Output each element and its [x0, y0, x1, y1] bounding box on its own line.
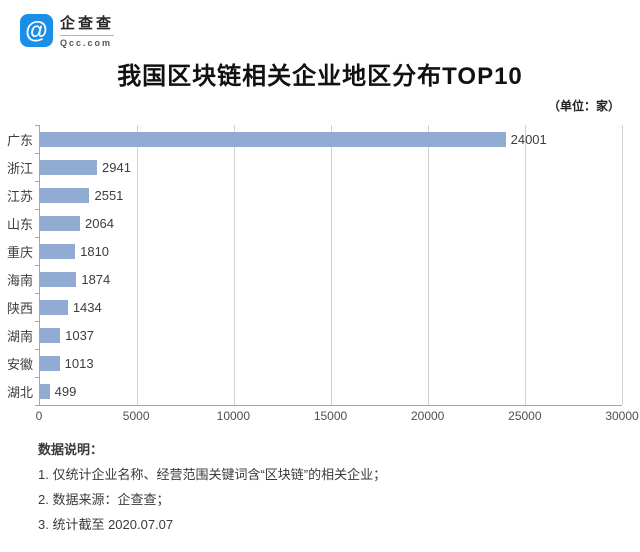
bar-row: 1874: [40, 265, 622, 293]
bar: [40, 159, 98, 175]
bar-row: 2551: [40, 181, 622, 209]
x-axis-tick-label: 20000: [410, 409, 445, 423]
bar-value-label: 2551: [94, 187, 124, 203]
y-axis-tick: [35, 265, 40, 266]
bar-row: 2064: [40, 209, 622, 237]
chart-title: 我国区块链相关企业地区分布TOP10: [117, 63, 523, 90]
bar: [40, 187, 90, 203]
bar-value-label: 1013: [64, 355, 94, 371]
bar-value-label: 24001: [510, 131, 547, 147]
y-axis-tick: [35, 293, 40, 294]
bar-value-label: 1810: [80, 243, 110, 259]
logo-text: 企查查 Qcc.com: [60, 12, 115, 48]
bar: [40, 271, 77, 287]
footer-note-2: 2. 数据来源：企查查；: [38, 492, 170, 507]
bar: [40, 215, 81, 231]
category-label: 山东: [6, 216, 33, 232]
gridline: [525, 125, 526, 405]
x-axis-tick-label: 5000: [122, 409, 150, 423]
category-label: 湖北: [6, 384, 33, 400]
plot-area: 24001 2941 2551 2064 1810 1874 1434 1037 1013 499: [35, 125, 623, 406]
logo-domain: Qcc.com: [60, 38, 113, 48]
bar: [40, 299, 68, 315]
gridline: [428, 125, 429, 405]
bar-value-label: 1037: [65, 327, 95, 343]
y-axis-tick: [35, 349, 40, 350]
category-label: 广东: [6, 132, 33, 148]
category-label: 湖南: [6, 328, 33, 344]
bar-value-label: 1434: [72, 299, 102, 315]
bar: [40, 383, 50, 399]
bar-value-label: 2064: [85, 215, 114, 231]
y-axis-tick: [35, 237, 40, 238]
y-axis-tick: [35, 377, 40, 378]
bar: [40, 243, 76, 259]
category-label: 海南: [6, 272, 33, 288]
bar-row: 499: [40, 377, 622, 405]
x-axis-tick-label: 0: [35, 409, 43, 423]
x-axis-tick-label: 30000: [605, 409, 639, 423]
gridline: [622, 125, 623, 405]
category-label: 安徽: [6, 356, 33, 372]
category-label: 浙江: [6, 160, 33, 176]
logo-company-name: 企查查: [60, 12, 115, 36]
bar-value-label: 499: [54, 383, 77, 399]
y-axis-tick: [35, 209, 40, 210]
category-label: 陕西: [6, 300, 33, 316]
bar-value-label: 2941: [102, 159, 131, 175]
bar-value-label: 1874: [81, 271, 111, 287]
bar-row: 1810: [40, 237, 622, 265]
y-axis-tick: [35, 321, 40, 322]
y-axis-tick: [35, 125, 40, 126]
bar-chart: 广东浙江江苏山东重庆海南陕西湖南安徽湖北 24001 2941 2551 2064 18…: [4, 125, 639, 427]
gridline: [234, 125, 235, 405]
brand-logo: @ 企查查 Qcc.com: [20, 12, 115, 48]
footer-note-1: 1. 仅统计企业名称、经营范围关键词含“区块链”的相关企业；: [38, 467, 387, 482]
bar: [40, 327, 61, 343]
footer-notes: 数据说明： 1. 仅统计企业名称、经营范围关键词含“区块链”的相关企业； 2. …: [38, 437, 386, 537]
gridline: [331, 125, 332, 405]
footer-heading: 数据说明：: [38, 442, 104, 457]
bar-row: 1013: [40, 349, 622, 377]
y-axis-tick: [35, 153, 40, 154]
category-label: 江苏: [6, 188, 33, 204]
category-labels: 广东浙江江苏山东重庆海南陕西湖南安徽湖北: [4, 125, 39, 405]
gridline: [137, 125, 138, 405]
unit-label: （单位：家）: [547, 99, 620, 113]
x-axis-tick-label: 25000: [508, 409, 542, 423]
bar: [40, 355, 60, 371]
x-axis-tick-label: 15000: [313, 409, 348, 423]
qcc-logo-icon: @: [20, 13, 53, 47]
y-axis-tick: [35, 405, 40, 406]
bar-row: 1434: [40, 293, 622, 321]
bar: [40, 131, 506, 147]
bar-row: 2941: [40, 153, 622, 181]
bar-row: 1037: [40, 321, 622, 349]
y-axis-tick: [35, 181, 40, 182]
x-axis-labels: 0 5000 10000 15000 20000 25000 30000: [35, 409, 639, 427]
bar-row: 24001: [40, 125, 622, 153]
x-axis-tick-label: 10000: [216, 409, 251, 423]
footer-note-3: 3. 统计截至 2020.07.07: [38, 517, 174, 532]
category-label: 重庆: [6, 244, 33, 260]
